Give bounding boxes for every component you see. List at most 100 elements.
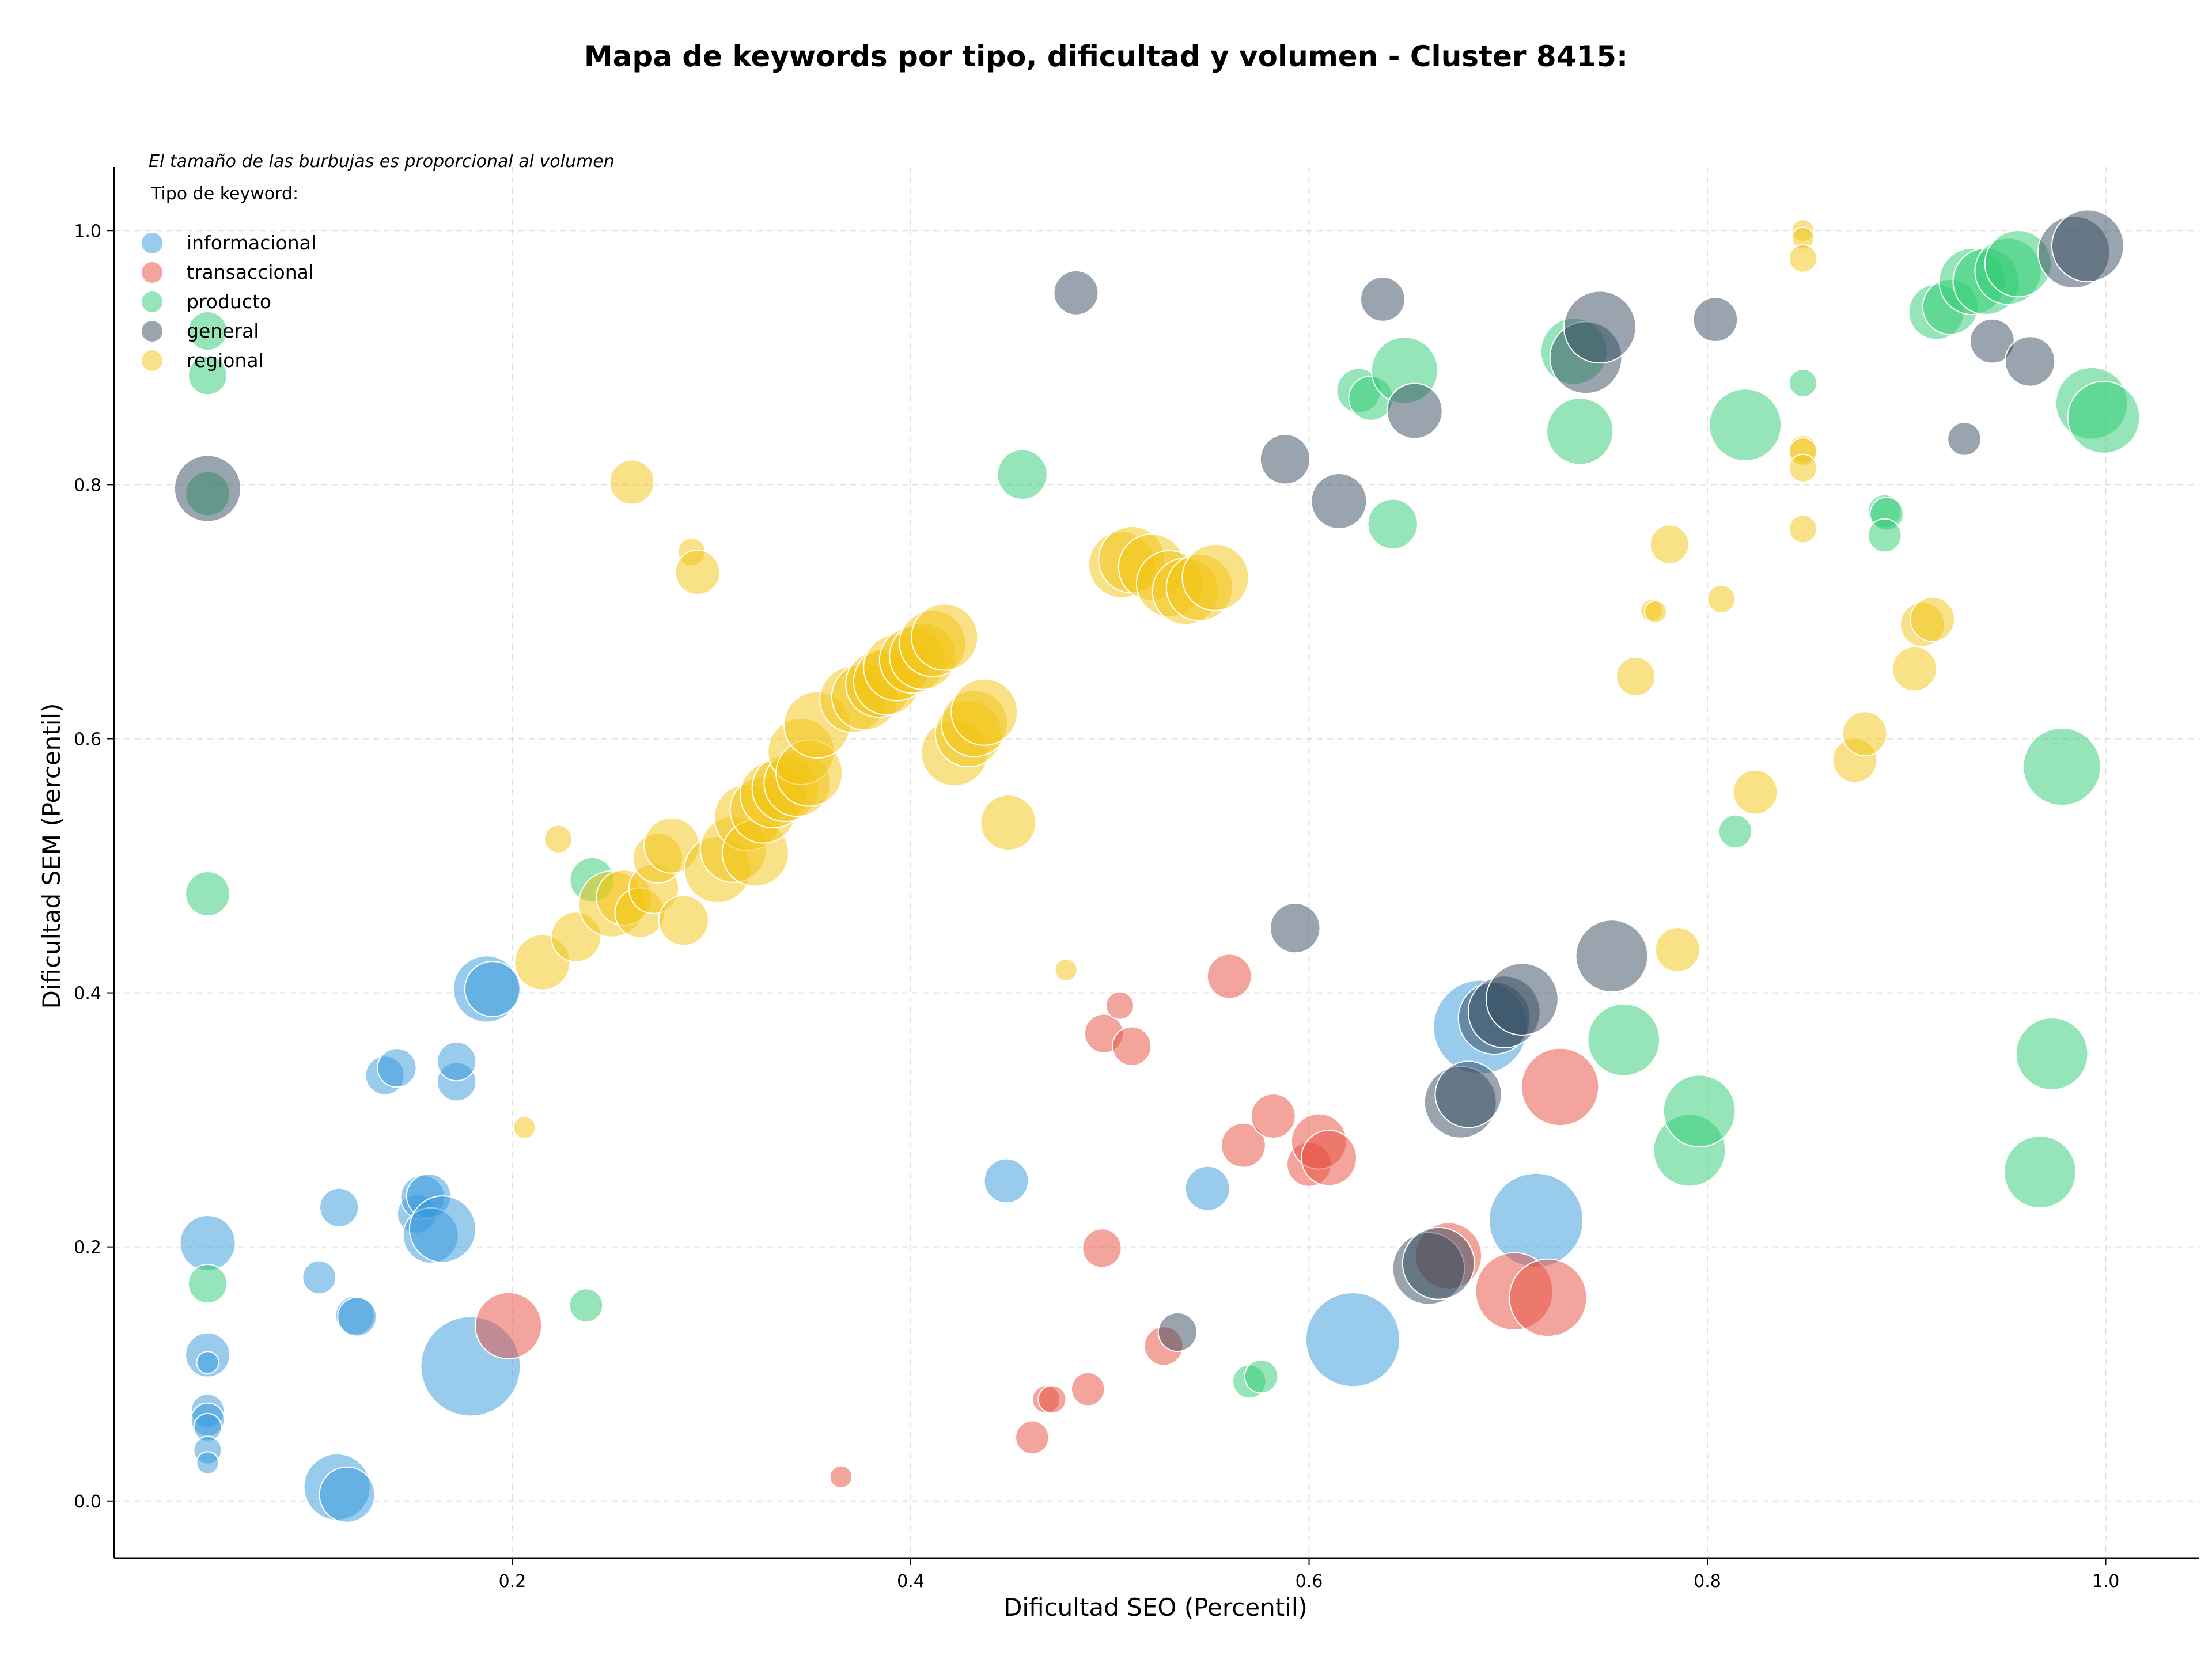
bubble-producto bbox=[1662, 1074, 1736, 1148]
bubble-regional bbox=[1649, 524, 1690, 565]
bubble-producto bbox=[2067, 381, 2141, 454]
bubble-general bbox=[1563, 290, 1637, 364]
bubble-general bbox=[1486, 963, 1559, 1036]
bubble-regional bbox=[1654, 927, 1700, 972]
legend-item-informacional: informacional bbox=[142, 232, 316, 254]
bubble-informacional bbox=[179, 1215, 236, 1272]
bubble-general bbox=[1053, 270, 1099, 316]
ticks: 0.2 0.4 0.6 0.8 1.0 0.0 0.2 0.4 0.6 0.8 1.0 bbox=[74, 221, 2119, 1592]
bubble-regional bbox=[980, 794, 1037, 851]
legend-title: Tipo de keyword: bbox=[150, 184, 298, 204]
bubble-producto bbox=[1244, 1359, 1279, 1394]
bubble-transaccional bbox=[1301, 1130, 1358, 1187]
bubble-transaccional bbox=[1105, 991, 1135, 1020]
bubble-producto bbox=[187, 1264, 228, 1304]
legend-marker bbox=[142, 321, 162, 342]
bubble-transaccional bbox=[1206, 953, 1252, 999]
bubble-regional bbox=[1643, 600, 1668, 624]
bubble-producto bbox=[2003, 1135, 2077, 1209]
bubble-informacional bbox=[464, 960, 521, 1017]
bubble-general bbox=[1434, 1060, 1502, 1128]
legend-label: informacional bbox=[187, 232, 316, 254]
bubble-regional bbox=[1788, 244, 1817, 273]
legend-item-regional: regional bbox=[142, 349, 264, 372]
bubble-informacional bbox=[1488, 1172, 1584, 1268]
bubble-regional bbox=[1054, 958, 1078, 982]
y-axis-label: Dificultad SEM (Percentil) bbox=[37, 703, 66, 1009]
bubble-transaccional bbox=[1015, 1420, 1050, 1455]
bubble-informacional bbox=[337, 1297, 377, 1337]
bubble-transaccional bbox=[1037, 1385, 1067, 1414]
bubble-transaccional bbox=[1070, 1372, 1105, 1407]
bubble-transaccional bbox=[1520, 1047, 1600, 1126]
bubble-general bbox=[1270, 902, 1321, 954]
bubble-transaccional bbox=[1509, 1258, 1588, 1338]
bubble-informacional bbox=[319, 1187, 359, 1228]
bubble-informacional bbox=[196, 1351, 219, 1374]
x-tick-label: 0.4 bbox=[897, 1571, 925, 1592]
legend-label: general bbox=[187, 320, 259, 342]
legend-item-transaccional: transaccional bbox=[142, 261, 314, 283]
legend-item-producto: producto bbox=[142, 290, 271, 313]
bubble-regional bbox=[1788, 514, 1817, 544]
bubble-general bbox=[1575, 919, 1649, 993]
legend-marker bbox=[142, 291, 162, 312]
bubble-general bbox=[2051, 209, 2124, 283]
axes bbox=[113, 167, 2199, 1559]
bubble-producto bbox=[2015, 1017, 2089, 1090]
bubble-general bbox=[1402, 1226, 1475, 1300]
legend-marker bbox=[142, 350, 162, 371]
bubble-informacional bbox=[437, 1041, 477, 1082]
bubble-regional bbox=[911, 603, 979, 671]
y-tick-label: 0.6 bbox=[74, 729, 101, 749]
bubble-regional bbox=[513, 1116, 536, 1139]
bubble-regional bbox=[675, 550, 721, 595]
bubble-informacional bbox=[319, 1466, 376, 1523]
bubble-general bbox=[1947, 422, 1982, 456]
bubble-informacional bbox=[377, 1048, 417, 1088]
chart-title: Mapa de keywords por tipo, dificultad y … bbox=[584, 40, 1628, 73]
bubble-producto bbox=[185, 871, 230, 916]
y-tick-label: 0.8 bbox=[74, 475, 101, 495]
bubble-regional bbox=[950, 678, 1018, 746]
bubble-informacional bbox=[1184, 1165, 1230, 1211]
bubble-producto bbox=[187, 310, 228, 351]
bubble-transaccional bbox=[1250, 1093, 1296, 1139]
legend-item-general: general bbox=[142, 320, 259, 342]
bubble-producto bbox=[1709, 388, 1782, 462]
bubble-producto bbox=[1867, 518, 1902, 553]
bubble-producto bbox=[997, 449, 1048, 500]
bubble-informacional bbox=[302, 1260, 336, 1295]
bubble-producto bbox=[1788, 368, 1817, 397]
x-axis-label: Dificultad SEO (Percentil) bbox=[1003, 1593, 1308, 1622]
bubble-informacional bbox=[1305, 1292, 1401, 1388]
bubble-producto bbox=[1587, 1003, 1661, 1077]
x-tick-label: 0.6 bbox=[1296, 1571, 1323, 1592]
legend-marker bbox=[142, 262, 162, 283]
bubble-regional bbox=[1842, 711, 1888, 757]
legend-label: transaccional bbox=[187, 261, 314, 283]
bubble-regional bbox=[1892, 646, 1937, 692]
legend: El tamaño de las burbujas es proporciona… bbox=[142, 151, 615, 372]
bubble-regional bbox=[1910, 596, 1956, 642]
bubble-producto bbox=[569, 1288, 604, 1323]
legend-label: producto bbox=[187, 290, 271, 313]
bubble-producto bbox=[2022, 727, 2101, 806]
bubble-informacional bbox=[408, 1195, 477, 1263]
bubble-regional bbox=[658, 895, 710, 946]
bubble-general bbox=[1157, 1312, 1198, 1353]
bubbles bbox=[173, 209, 2141, 1523]
x-tick-label: 0.8 bbox=[1694, 1571, 1721, 1592]
chart-subtitle: El tamaño de las burbujas es proporciona… bbox=[149, 151, 615, 172]
bubble-regional bbox=[1732, 769, 1778, 815]
bubble-regional bbox=[1615, 656, 1656, 696]
bubble-general bbox=[2004, 336, 2056, 387]
y-tick-label: 0.2 bbox=[74, 1238, 101, 1258]
x-tick-label: 1.0 bbox=[2092, 1571, 2120, 1592]
bubble-informacional bbox=[983, 1158, 1029, 1204]
legend-marker bbox=[142, 233, 162, 253]
legend-label: regional bbox=[187, 349, 264, 372]
bubble-producto bbox=[1367, 498, 1418, 550]
